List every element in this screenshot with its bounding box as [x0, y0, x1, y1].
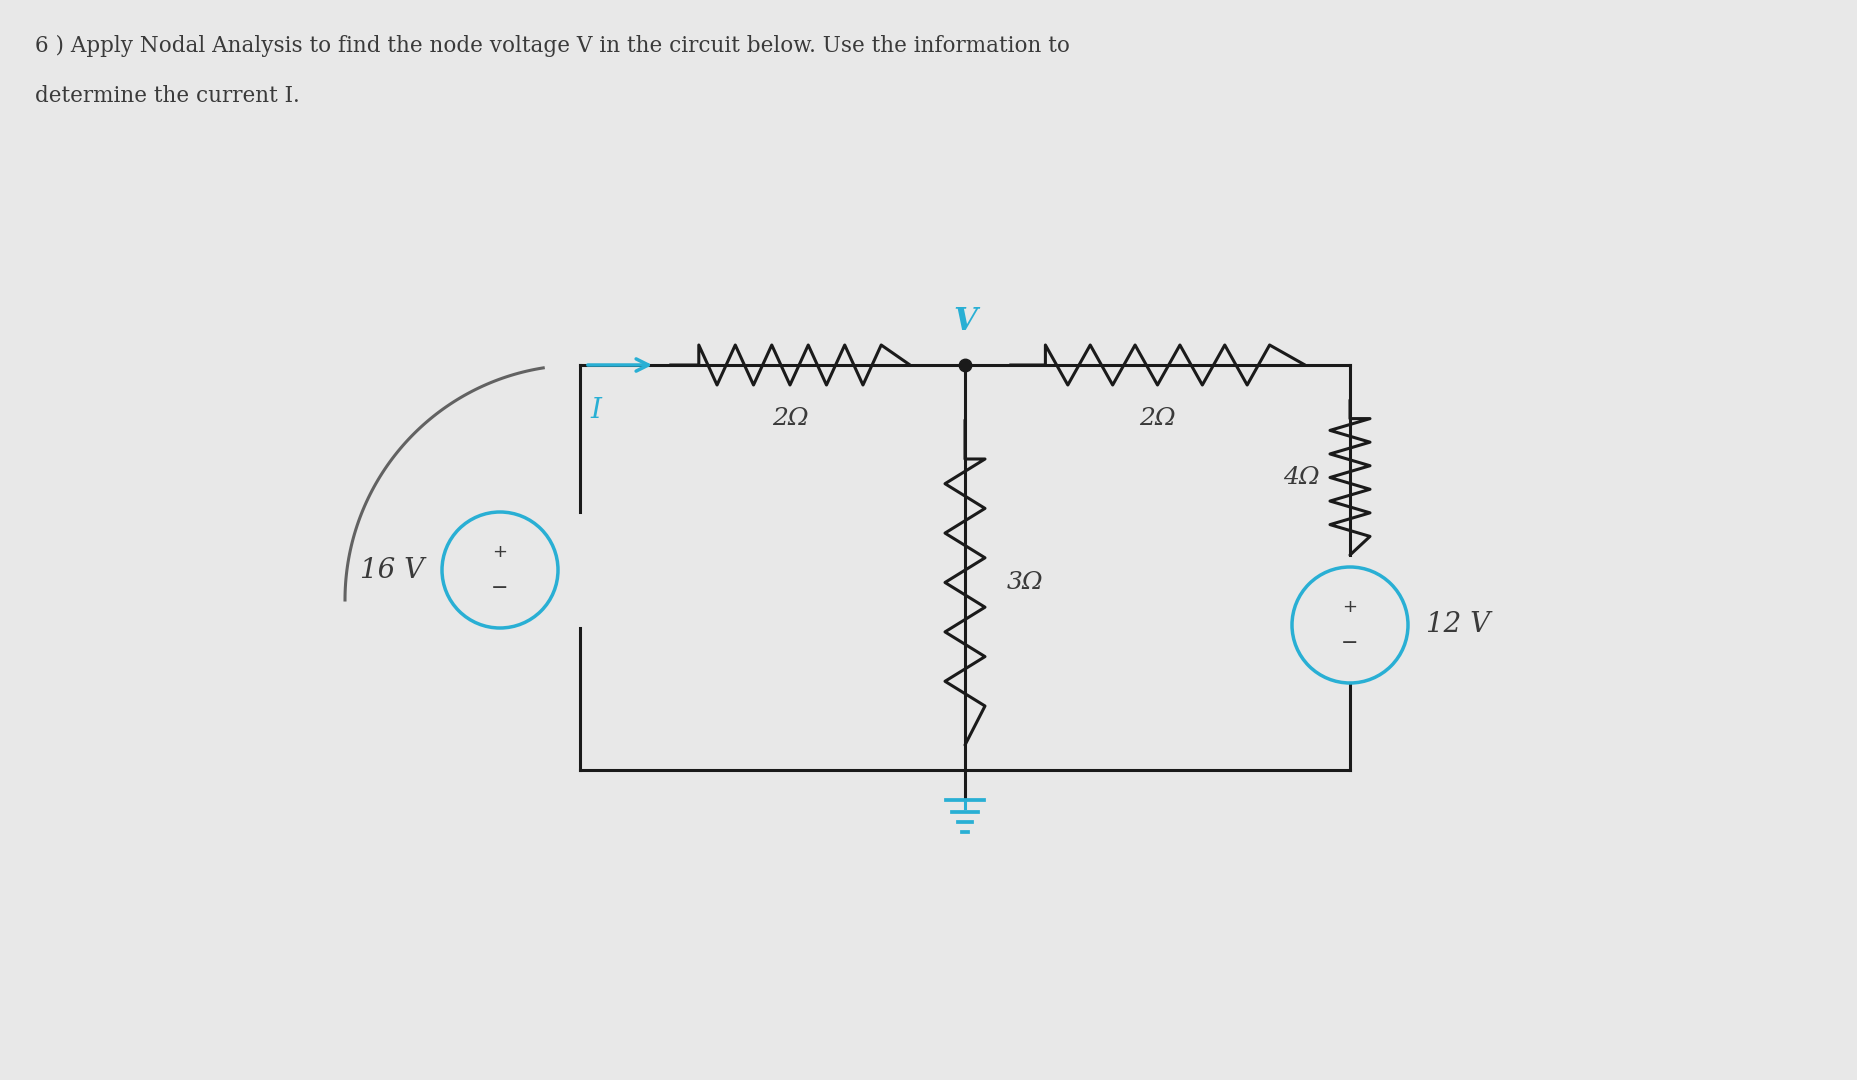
Text: −: −: [490, 578, 509, 598]
Text: +: +: [492, 543, 507, 561]
Text: +: +: [1343, 598, 1357, 616]
Text: V: V: [953, 306, 977, 337]
Text: −: −: [1341, 633, 1357, 653]
Text: 16 V: 16 V: [360, 556, 423, 583]
Text: 2Ω: 2Ω: [771, 407, 808, 430]
Text: 6 ) Apply Nodal Analysis to find the node voltage V in the circuit below. Use th: 6 ) Apply Nodal Analysis to find the nod…: [35, 35, 1070, 57]
Text: 12 V: 12 V: [1424, 611, 1489, 638]
Text: I: I: [591, 397, 600, 424]
Text: 4Ω: 4Ω: [1283, 465, 1318, 489]
Text: determine the current I.: determine the current I.: [35, 85, 299, 107]
Text: 3Ω: 3Ω: [1006, 571, 1044, 594]
Text: 2Ω: 2Ω: [1138, 407, 1175, 430]
